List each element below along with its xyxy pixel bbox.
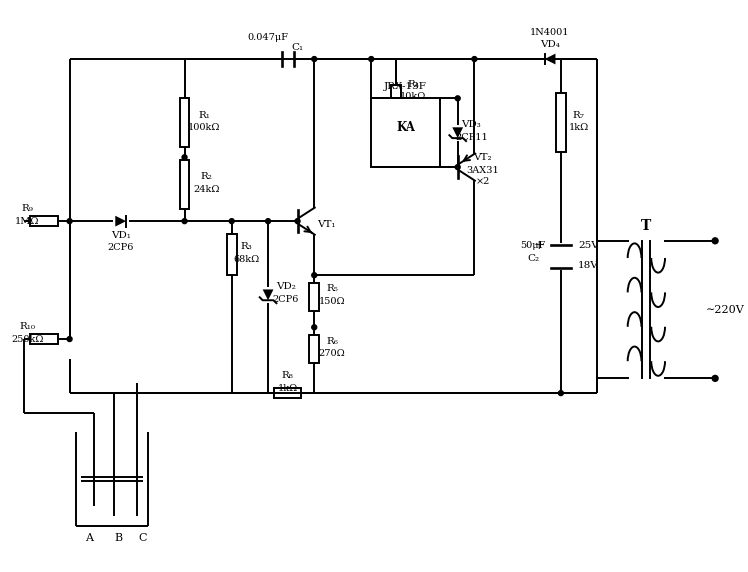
Text: 24kΩ: 24kΩ <box>193 185 219 194</box>
Text: 25V: 25V <box>578 241 598 250</box>
Bar <box>274 388 301 398</box>
Bar <box>227 234 236 275</box>
Text: C₂: C₂ <box>527 254 539 263</box>
Text: VT₁: VT₁ <box>317 220 336 229</box>
Bar <box>556 93 565 152</box>
Text: 10kΩ: 10kΩ <box>400 92 426 101</box>
Text: 2CP11: 2CP11 <box>455 133 488 142</box>
Text: VD₄: VD₄ <box>540 40 560 49</box>
Bar <box>180 98 189 148</box>
Text: R₁: R₁ <box>198 110 210 120</box>
Text: 3AX31: 3AX31 <box>467 165 499 174</box>
Circle shape <box>67 219 72 224</box>
Text: 1MΩ: 1MΩ <box>15 217 40 225</box>
Bar <box>180 160 189 209</box>
Text: 2CP6: 2CP6 <box>272 295 299 304</box>
Bar <box>391 85 401 98</box>
Text: 1N4001: 1N4001 <box>530 28 570 37</box>
Text: R₉: R₉ <box>22 204 33 213</box>
Text: VD₁: VD₁ <box>111 232 131 240</box>
Circle shape <box>472 57 477 61</box>
Circle shape <box>182 219 187 224</box>
Bar <box>371 98 440 167</box>
Text: 1kΩ: 1kΩ <box>568 124 589 132</box>
Text: 270Ω: 270Ω <box>319 349 346 358</box>
Polygon shape <box>115 216 126 227</box>
Text: 100kΩ: 100kΩ <box>188 124 221 132</box>
Polygon shape <box>545 54 556 65</box>
Bar <box>30 216 58 226</box>
Text: JRX-13F: JRX-13F <box>384 82 427 91</box>
Text: R₁₀: R₁₀ <box>19 322 35 331</box>
Text: B: B <box>114 533 123 542</box>
Text: +: + <box>534 239 545 252</box>
Text: C: C <box>138 533 147 542</box>
Text: T: T <box>641 219 652 233</box>
Circle shape <box>369 57 374 61</box>
Circle shape <box>559 391 563 396</box>
Text: R₂: R₂ <box>200 172 212 181</box>
Text: R₆: R₆ <box>326 336 338 345</box>
Text: C₁: C₁ <box>292 43 304 51</box>
Text: A: A <box>85 533 94 542</box>
Circle shape <box>712 375 718 382</box>
Text: 250kΩ: 250kΩ <box>11 335 43 344</box>
Text: 150Ω: 150Ω <box>319 297 346 306</box>
Text: R₅: R₅ <box>326 284 338 293</box>
Circle shape <box>312 273 316 277</box>
Text: 1kΩ: 1kΩ <box>278 384 298 393</box>
Text: R₃: R₃ <box>241 242 252 251</box>
Text: R₈: R₈ <box>282 371 294 380</box>
Circle shape <box>266 219 271 224</box>
Text: 68kΩ: 68kΩ <box>233 255 260 264</box>
Circle shape <box>182 155 187 160</box>
Text: R₄: R₄ <box>408 80 420 89</box>
Polygon shape <box>453 128 463 138</box>
Text: ∼220V: ∼220V <box>705 304 744 315</box>
Bar <box>310 335 319 363</box>
Bar <box>310 283 319 311</box>
Text: R₇: R₇ <box>573 110 584 120</box>
Text: KA: KA <box>396 121 415 134</box>
Text: 18V: 18V <box>578 261 598 270</box>
Circle shape <box>312 57 316 61</box>
Circle shape <box>229 219 234 224</box>
Text: VD₂: VD₂ <box>276 283 295 292</box>
Circle shape <box>456 165 460 169</box>
Circle shape <box>312 325 316 329</box>
Circle shape <box>67 336 72 341</box>
Text: VD₃: VD₃ <box>462 120 481 129</box>
Text: VT₂: VT₂ <box>473 153 492 162</box>
Polygon shape <box>263 289 274 300</box>
Circle shape <box>295 219 300 224</box>
Text: 2CP6: 2CP6 <box>108 243 134 252</box>
Text: ×2: ×2 <box>476 177 490 186</box>
Text: 50μF: 50μF <box>521 241 546 250</box>
Bar <box>30 334 58 344</box>
Circle shape <box>456 96 460 101</box>
Circle shape <box>712 238 718 244</box>
Text: 0.047μF: 0.047μF <box>248 33 289 42</box>
